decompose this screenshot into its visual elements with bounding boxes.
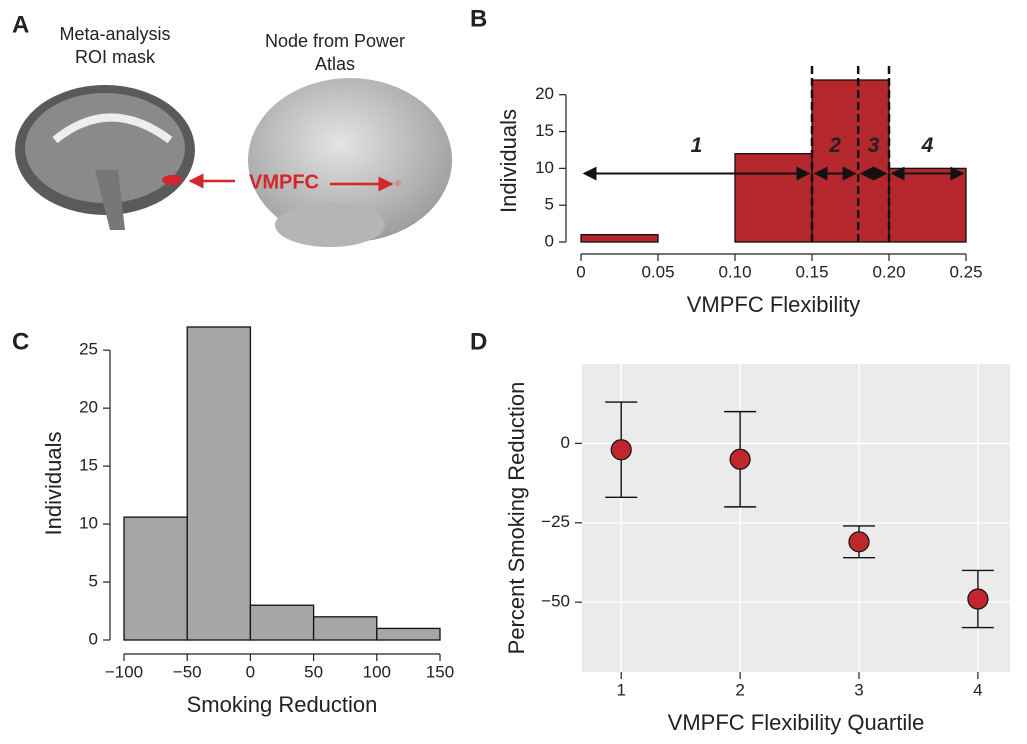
bar <box>580 233 659 243</box>
surface-brain <box>248 78 452 247</box>
quartile-label: 2 <box>828 134 841 157</box>
x-tick-label: 0.25 <box>949 262 982 281</box>
quartile-label: 1 <box>691 134 703 157</box>
image-title: Atlas <box>315 54 355 74</box>
point <box>610 439 632 461</box>
y-tick-label: 20 <box>535 84 554 103</box>
x-tick-label: −100 <box>105 662 143 681</box>
quartile-label: 3 <box>868 134 880 157</box>
x-tick-label: 100 <box>363 662 391 681</box>
panel-label: C <box>12 328 29 355</box>
bar <box>123 516 188 641</box>
image-title: Node from Power <box>265 31 405 51</box>
plot-background <box>582 364 1010 672</box>
bar <box>312 616 378 641</box>
panel-label: B <box>470 5 487 32</box>
bar <box>734 152 813 243</box>
image-title: ROI mask <box>75 47 156 67</box>
panel-label: D <box>470 328 487 355</box>
region-label: VMPFC <box>249 171 319 193</box>
y-tick-label: 0 <box>561 433 570 452</box>
x-tick-label: 150 <box>426 662 454 681</box>
y-tick-label: 0 <box>545 231 554 250</box>
x-tick-label: 1 <box>616 680 625 699</box>
bar <box>249 604 315 641</box>
x-tick-label: 0.20 <box>872 262 905 281</box>
x-tick-label: 3 <box>854 680 863 699</box>
x-tick-label: 0.05 <box>641 262 674 281</box>
x-axis-label: VMPFC Flexibility <box>687 292 861 317</box>
panel-label: A <box>12 11 29 38</box>
x-axis-label: Smoking Reduction <box>187 692 378 717</box>
y-axis-label: Individuals <box>496 109 521 213</box>
y-tick-label: 0 <box>89 629 98 648</box>
y-axis-label: Individuals <box>41 432 66 536</box>
point <box>967 588 989 610</box>
x-tick-label: 0 <box>246 662 255 681</box>
bar <box>888 167 967 243</box>
y-tick-label: 25 <box>79 340 98 359</box>
y-tick-label: 10 <box>535 158 554 177</box>
y-tick-label: 5 <box>545 195 554 214</box>
y-tick-label: −50 <box>541 592 570 611</box>
y-tick-label: −25 <box>541 512 570 531</box>
point <box>848 531 870 553</box>
y-tick-label: 15 <box>79 456 98 475</box>
x-tick-label: 4 <box>973 680 982 699</box>
quartile-label: 4 <box>921 134 934 157</box>
x-axis-label: VMPFC Flexibility Quartile <box>668 710 925 735</box>
x-tick-label: 0.10 <box>718 262 751 281</box>
sagittal-brain <box>15 85 195 230</box>
x-tick-label: −50 <box>173 662 202 681</box>
x-tick-label: 0.15 <box>795 262 828 281</box>
image-title: Meta-analysis <box>59 24 170 44</box>
x-tick-label: 0 <box>576 262 585 281</box>
point <box>729 448 751 470</box>
x-tick-label: 50 <box>304 662 323 681</box>
y-axis-label: Percent Smoking Reduction <box>504 382 529 655</box>
bar <box>811 79 890 243</box>
bar <box>186 326 252 641</box>
x-tick-label: 2 <box>735 680 744 699</box>
y-tick-label: 15 <box>535 121 554 140</box>
y-tick-label: 5 <box>89 572 98 591</box>
y-tick-label: 10 <box>79 514 98 533</box>
bar <box>376 627 441 641</box>
y-tick-label: 20 <box>79 398 98 417</box>
